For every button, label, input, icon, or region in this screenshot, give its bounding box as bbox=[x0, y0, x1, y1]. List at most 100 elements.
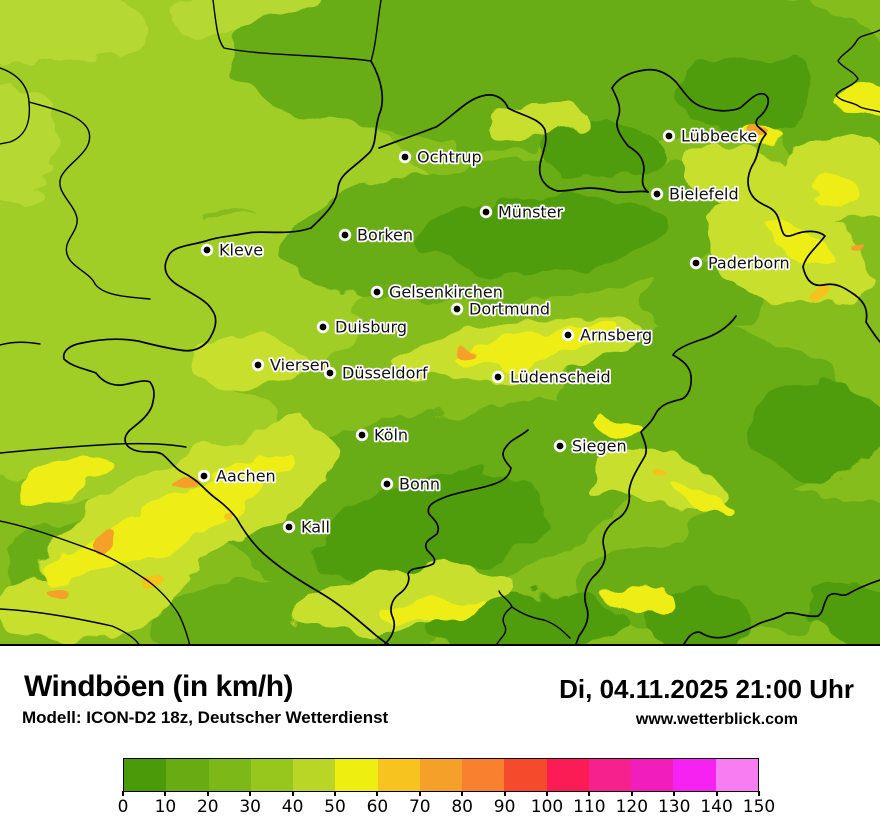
city-dot-icon bbox=[383, 480, 391, 488]
city-dot-icon bbox=[373, 288, 381, 296]
colorbar-tick-label: 0 bbox=[117, 797, 129, 817]
colorbar-axis: 0 10 20 30 40 50 60 70 80 90 100 110 120 130 140 150 bbox=[118, 791, 775, 831]
city-label: Arnsberg bbox=[580, 326, 652, 345]
colorbar-tick-label: 100 bbox=[530, 797, 564, 817]
colorbar-segment-20-30 bbox=[208, 759, 251, 791]
colorbar-tick bbox=[249, 791, 252, 796]
city-label: Duisburg bbox=[335, 318, 407, 337]
colorbar-tick-label: 130 bbox=[657, 797, 691, 817]
city-marker-dortmund: Dortmund bbox=[450, 298, 552, 320]
colorbar-tick-label: 30 bbox=[239, 797, 262, 817]
city-marker-bonn: Bonn bbox=[380, 473, 442, 495]
city-label: Lüdenscheid bbox=[510, 368, 611, 387]
colorbar-tick-label: 40 bbox=[281, 797, 304, 817]
cities-layer: Ochtrup Lübbecke Münster Bielefeld Borken Kle… bbox=[197, 125, 792, 538]
colorbar-tick bbox=[206, 791, 209, 796]
colorbar-tick bbox=[630, 791, 633, 796]
city-dot-icon bbox=[653, 190, 661, 198]
city-dot-icon bbox=[401, 153, 409, 161]
city-marker-gelsenkirchen: Gelsenkirchen bbox=[370, 281, 505, 303]
colorbar-segment-130-140 bbox=[673, 759, 716, 791]
colorbar-tick bbox=[715, 791, 718, 796]
city-label: Siegen bbox=[572, 437, 627, 456]
colorbar-tick bbox=[546, 791, 548, 796]
city-label: Lübbecke bbox=[681, 127, 757, 146]
city-label: Bielefeld bbox=[669, 185, 739, 204]
colorbar-tick-label: 150 bbox=[742, 797, 776, 817]
colorbar-tick bbox=[503, 791, 506, 796]
city-dot-icon bbox=[665, 132, 673, 140]
city-marker-ochtrup: Ochtrup bbox=[398, 146, 483, 168]
city-label: Ochtrup bbox=[417, 148, 482, 167]
borders-layer bbox=[0, 0, 880, 644]
colorbar-segment-80-90 bbox=[462, 759, 505, 791]
colorbar-segment-90-100 bbox=[504, 759, 547, 791]
wind-map-svg: Ochtrup Lübbecke Münster Bielefeld Borken Kle… bbox=[0, 0, 880, 644]
colorbar-tick-label: 80 bbox=[451, 797, 474, 817]
city-marker-kall: Kall bbox=[282, 516, 332, 538]
forecast-datetime: Di, 04.11.2025 21:00 Uhr bbox=[559, 674, 854, 704]
colorbar-segment-30-40 bbox=[250, 759, 294, 791]
colorbar-segment-50-60 bbox=[335, 759, 378, 791]
model-info: Modell: ICON-D2 18z, Deutscher Wetterdie… bbox=[22, 708, 389, 727]
colorbar-tick bbox=[758, 791, 760, 796]
colorbar-segment-40-50 bbox=[293, 759, 336, 791]
colorbar-tick-label: 50 bbox=[324, 797, 346, 817]
city-marker-kln: Köln bbox=[355, 424, 410, 446]
colorbar-tick bbox=[588, 791, 591, 796]
colorbar-tick-label: 20 bbox=[196, 797, 219, 817]
city-dot-icon bbox=[453, 305, 461, 313]
city-label: Kall bbox=[301, 518, 330, 537]
colorbar-segment-140-150 bbox=[715, 759, 758, 791]
city-marker-paderborn: Paderborn bbox=[689, 252, 792, 274]
city-marker-aachen: Aachen bbox=[197, 465, 277, 487]
city-dot-icon bbox=[319, 323, 327, 331]
city-dot-icon bbox=[203, 246, 211, 254]
colorbar-segment-60-70 bbox=[377, 759, 420, 791]
city-marker-borken: Borken bbox=[338, 224, 415, 246]
colorbar-tick bbox=[461, 791, 464, 796]
city-marker-viersen: Viersen bbox=[251, 354, 332, 376]
wind-gust-map: Ochtrup Lübbecke Münster Bielefeld Borken Kle… bbox=[0, 0, 880, 646]
city-dot-icon bbox=[341, 231, 349, 239]
city-label: Borken bbox=[357, 226, 413, 245]
colorbar-tick-label: 90 bbox=[493, 797, 516, 817]
city-label: Bonn bbox=[399, 475, 440, 494]
city-dot-icon bbox=[482, 208, 490, 216]
city-label: Kleve bbox=[219, 241, 263, 260]
colorbar-tick bbox=[164, 791, 167, 796]
colorbar-tick bbox=[673, 791, 676, 796]
city-marker-siegen: Siegen bbox=[553, 435, 628, 457]
colorbar-segment-110-120 bbox=[588, 759, 632, 791]
city-dot-icon bbox=[494, 373, 502, 381]
city-marker-dsseldorf: Düsseldorf bbox=[323, 362, 430, 384]
wind-speed-colorbar bbox=[123, 758, 759, 792]
colorbar-tick bbox=[376, 791, 379, 796]
city-marker-mnster: Münster bbox=[479, 201, 565, 223]
city-label: Münster bbox=[498, 203, 564, 222]
city-label: Paderborn bbox=[708, 254, 790, 273]
colorbar-tick-label: 70 bbox=[408, 797, 431, 817]
city-dot-icon bbox=[564, 331, 572, 339]
city-dot-icon bbox=[285, 523, 293, 531]
city-marker-arnsberg: Arnsberg bbox=[561, 324, 654, 346]
colorbar-tick-label: 110 bbox=[573, 797, 606, 817]
map-footer: Windböen (in km/h) Modell: ICON-D2 18z, … bbox=[0, 646, 880, 830]
city-marker-kleve: Kleve bbox=[200, 239, 265, 261]
colorbar-tick-label: 120 bbox=[615, 797, 649, 817]
city-marker-duisburg: Duisburg bbox=[316, 316, 409, 338]
colorbar-segment-10-20 bbox=[166, 759, 209, 791]
city-dot-icon bbox=[326, 369, 334, 377]
city-marker-lbbecke: Lübbecke bbox=[662, 125, 759, 147]
colorbar-segment-0-10 bbox=[124, 759, 167, 791]
colorbar-segment-100-110 bbox=[546, 759, 589, 791]
city-dot-icon bbox=[200, 472, 208, 480]
colorbar-tick bbox=[334, 791, 336, 796]
colorbar-segment-120-130 bbox=[631, 759, 674, 791]
city-label: Köln bbox=[374, 426, 408, 445]
colorbar-tick bbox=[291, 791, 294, 796]
city-dot-icon bbox=[254, 361, 262, 369]
city-marker-ldenscheid: Lüdenscheid bbox=[491, 366, 612, 388]
colorbar-tick bbox=[418, 791, 421, 796]
city-label: Düsseldorf bbox=[342, 364, 428, 383]
